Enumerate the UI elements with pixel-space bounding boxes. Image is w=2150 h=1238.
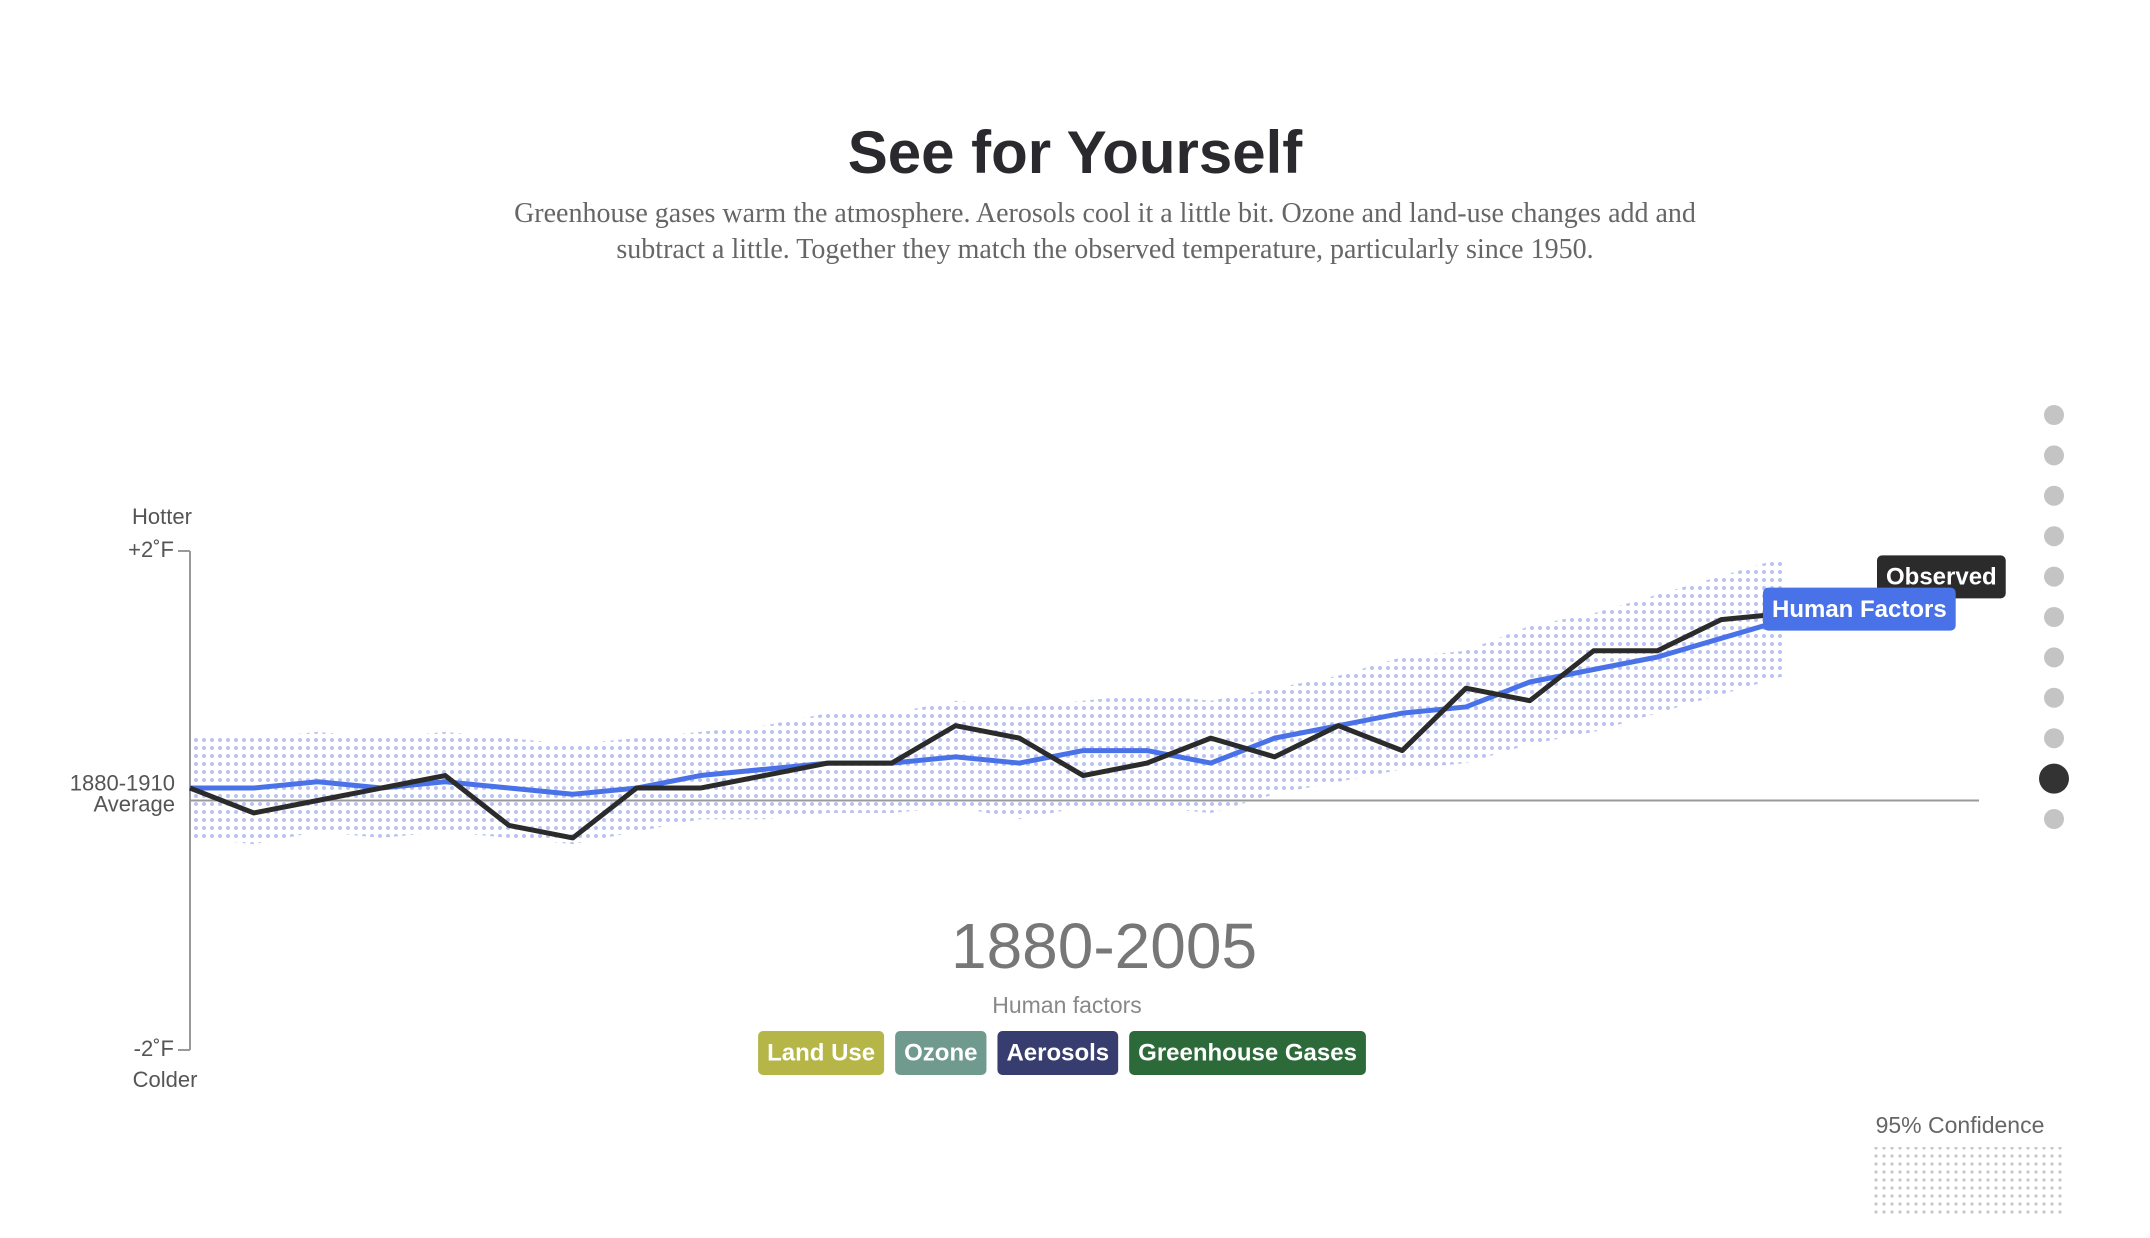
factor-pill-box [997,1031,1119,1075]
nav-dot[interactable] [2044,566,2064,587]
confidence-swatch [1871,1147,2063,1215]
series-label-text: Observed [1886,564,1997,591]
nav-dot[interactable] [2044,647,2064,668]
y-tick-label: -2˚F [134,1036,174,1061]
y-tick-label: +2˚F [128,537,174,562]
nav-dot[interactable] [2044,485,2064,506]
confidence-band [190,557,1785,845]
factor-pill[interactable]: Aerosols [997,1031,1119,1075]
factor-pill-text: Ozone [904,1039,977,1066]
factors-label: Human factors [992,992,1142,1018]
factor-pill-text: Land Use [767,1039,875,1066]
factor-pill-text: Greenhouse Gases [1138,1039,1357,1066]
factor-pill[interactable]: Greenhouse Gases [1129,1031,1366,1075]
nav-dot[interactable] [2044,405,2064,425]
y-top-label: Hotter [132,504,192,529]
series-label: Human Factors [1763,587,1956,631]
subtitle: Greenhouse gases warm the atmosphere. Ae… [514,198,1696,265]
title: See for Yourself [847,119,1303,186]
nav-dot[interactable] [2044,809,2064,829]
series-line [189,610,1786,841]
confidence-label: 95% Confidence [1876,1112,2045,1138]
period-label: 1880-2005 [951,910,1257,982]
factor-pill[interactable]: Land Use [758,1031,885,1075]
nav-dot[interactable] [2044,526,2064,547]
nav-dot[interactable] [2044,728,2064,749]
factor-pill[interactable]: Ozone [895,1031,987,1075]
y-tick-label: 1880-1910 Average [70,770,175,816]
factor-pill-box [758,1031,885,1075]
nav-dot[interactable] [2039,763,2069,794]
nav-dot[interactable] [2044,687,2064,708]
factor-pill-text: Aerosols [1006,1039,1109,1066]
series-label-box [1763,587,1956,631]
factor-pill-box [1129,1031,1366,1075]
factor-pill-box [895,1031,987,1075]
series-label-text: Human Factors [1772,596,1947,623]
y-bottom-label: Colder [133,1067,198,1092]
nav-dot[interactable] [2044,607,2064,627]
nav-dot[interactable] [2044,445,2064,466]
